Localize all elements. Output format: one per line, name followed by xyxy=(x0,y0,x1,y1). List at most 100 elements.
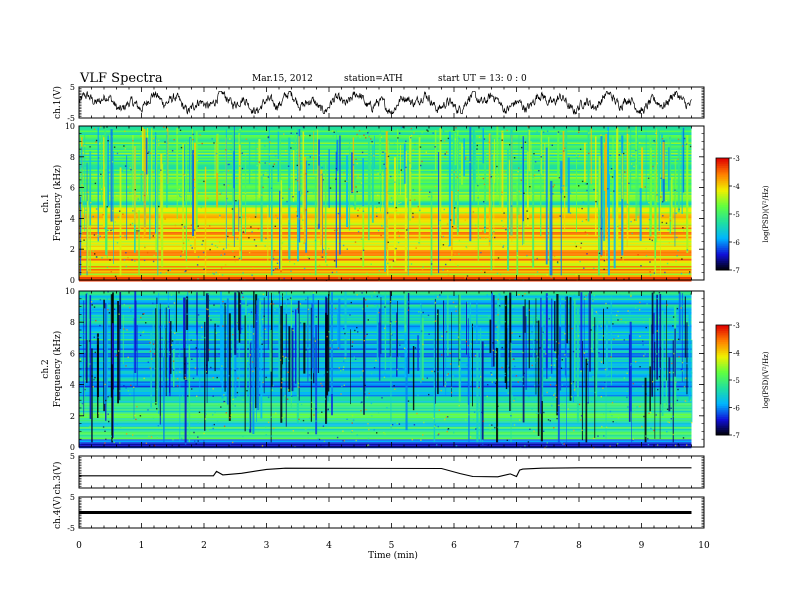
spec2-colorbar-step xyxy=(716,369,729,372)
spec1-colorbar-step xyxy=(716,219,729,222)
spec1-speckle xyxy=(124,165,127,167)
spec2-speckle xyxy=(157,409,159,411)
spec1-speckle xyxy=(689,251,692,253)
spec2-streak xyxy=(660,294,662,405)
spec2-speckle xyxy=(107,309,109,311)
spec2-speckle xyxy=(389,322,392,324)
spec1-speckle xyxy=(283,133,285,135)
spec1-speckle xyxy=(483,183,486,185)
spec1-speckle xyxy=(682,227,684,229)
spec2-speckle xyxy=(118,313,120,315)
spec1-streak xyxy=(240,145,242,260)
spec1-speckle xyxy=(193,229,196,231)
spec2-streak xyxy=(196,322,198,376)
spec2-speckle xyxy=(474,354,477,357)
spec2-speckle xyxy=(441,335,443,337)
spec1-streak xyxy=(328,149,330,208)
spec2-colorbar-step xyxy=(716,380,729,383)
spec1-speckle xyxy=(187,239,190,241)
spec2-speckle xyxy=(613,338,615,340)
ch1-panel: 5-5ch.1(V) xyxy=(52,83,705,123)
spec2-speckle xyxy=(286,308,288,310)
spec2-colorbar-step xyxy=(716,429,729,432)
spec2-speckle xyxy=(291,395,293,397)
spec1-speckle xyxy=(400,202,402,204)
spec2-speckle xyxy=(590,400,593,403)
spec1-speckle xyxy=(655,132,657,134)
spec2-speckle xyxy=(676,399,679,402)
spec1-speckle xyxy=(293,263,296,265)
spec2-speckle xyxy=(349,314,351,316)
spec2-streak xyxy=(344,291,347,357)
spec1-speckle xyxy=(415,247,417,249)
spec2-speckle xyxy=(527,441,530,443)
spec1-streak xyxy=(590,127,592,184)
spec1-colorbar-step xyxy=(716,256,729,260)
spec1-speckle xyxy=(450,213,452,215)
spec2-speckle xyxy=(441,354,443,356)
spec2-speckle xyxy=(536,317,538,319)
spec1-speckle xyxy=(164,141,166,143)
spec2-streak xyxy=(459,330,462,389)
spec1-speckle xyxy=(215,152,218,155)
spec2-speckle xyxy=(208,315,210,317)
spec1-speckle xyxy=(233,256,236,258)
spec1-speckle xyxy=(394,261,396,263)
spec1-speckle xyxy=(354,241,357,243)
spec1-speckle xyxy=(352,164,355,166)
spec1-streak xyxy=(106,176,108,259)
spec2-speckle xyxy=(627,310,629,312)
spec1-colorbar-step xyxy=(716,189,729,193)
spec1-speckle xyxy=(272,269,275,271)
spec1-speckle xyxy=(262,186,264,189)
spec2-speckle xyxy=(452,301,455,304)
spec2-speckle xyxy=(555,358,558,360)
spec2-colorbar-step xyxy=(716,422,729,425)
spec1-streak xyxy=(584,142,586,182)
spec1-speckle xyxy=(309,220,312,223)
spec1-band-5 xyxy=(79,130,692,133)
spec1-band-0 xyxy=(79,279,692,282)
spec1-speckle xyxy=(103,236,106,238)
spec2-speckle xyxy=(334,307,337,310)
spec1-speckle xyxy=(333,229,336,232)
spec2-speckle xyxy=(281,378,283,380)
spec1-speckle xyxy=(305,254,307,256)
spec2-speckle xyxy=(88,319,90,321)
spec1-speckle xyxy=(464,158,467,160)
spec1-speckle xyxy=(439,219,441,222)
spec1-speckle xyxy=(227,244,230,246)
spec2-streak xyxy=(169,309,170,393)
spec1-streak xyxy=(657,126,660,203)
spec2-colorbar-step xyxy=(716,431,729,434)
spec2-speckle xyxy=(229,417,231,419)
spec1-speckle xyxy=(287,218,290,220)
spec1-speckle xyxy=(654,142,656,144)
spec2-streak xyxy=(589,291,591,372)
spec2-speckle xyxy=(239,302,242,305)
spec2-speckle xyxy=(266,339,268,342)
spec1-speckle xyxy=(445,187,447,189)
spec2-speckle xyxy=(115,354,118,356)
spec2-colorbar-step xyxy=(716,391,729,394)
spec2-speckle xyxy=(370,372,373,375)
spec1-speckle xyxy=(320,256,323,258)
spec1-speckle xyxy=(130,169,132,171)
spec1-speckle xyxy=(117,216,120,218)
spec2-speckle xyxy=(210,366,212,369)
spec2-colorbar-step xyxy=(716,337,729,341)
spec2-ytick-label: 8 xyxy=(70,318,75,327)
spec1-speckle xyxy=(346,248,348,250)
spec1-speckle xyxy=(285,150,287,152)
spec1-band-5 xyxy=(79,135,692,137)
spec2-streak xyxy=(404,294,407,378)
spec2-colorbar-step xyxy=(716,378,729,381)
spec1-speckle xyxy=(624,256,626,259)
spec1-speckle xyxy=(227,163,229,166)
spec2-speckle xyxy=(497,298,499,301)
spec1-speckle xyxy=(686,249,689,251)
spec2-speckle xyxy=(274,309,276,311)
spec1-speckle xyxy=(546,197,549,200)
spec2-speckle xyxy=(210,319,212,321)
